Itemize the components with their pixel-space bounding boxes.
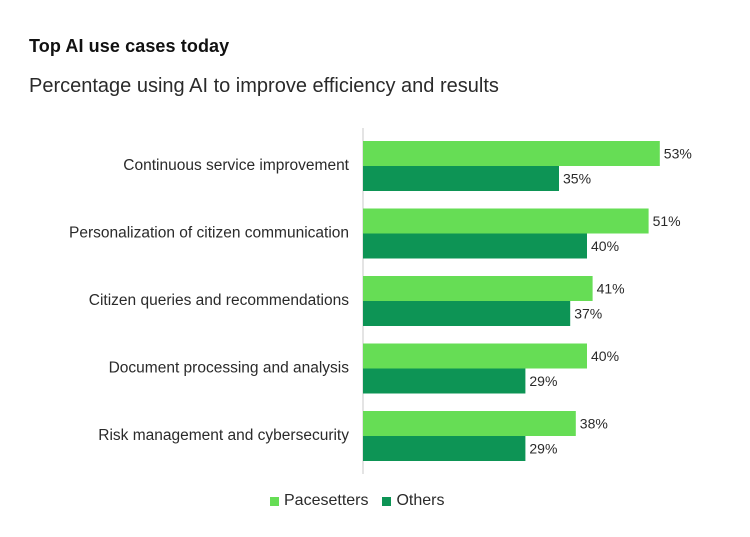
data-label-others: 29% [529, 441, 557, 457]
category-label: Personalization of citizen communication [69, 225, 349, 242]
data-label-pacesetters: 41% [597, 281, 625, 297]
bar-others [363, 368, 526, 394]
data-label-pacesetters: 51% [653, 213, 681, 229]
chart-title: Top AI use cases today [29, 36, 230, 56]
legend-label-pacesetters: Pacesetters [284, 492, 369, 509]
bar-pacesetters [363, 343, 587, 369]
category-label: Continuous service improvement [123, 157, 349, 174]
bar-pacesetters [363, 411, 576, 436]
bar-others [363, 166, 559, 191]
bar-others [363, 436, 526, 461]
data-label-others: 40% [591, 238, 619, 254]
bar-others [363, 301, 571, 326]
bar-pacesetters [363, 141, 660, 166]
legend-swatch-others [382, 496, 392, 506]
legend-label-others: Others [396, 492, 445, 509]
chart-subtitle: Percentage using AI to improve efficienc… [29, 75, 499, 97]
category-label: Risk management and cybersecurity [98, 427, 349, 444]
data-label-others: 35% [563, 171, 591, 187]
legend-swatch-pacesetters [270, 496, 279, 506]
data-label-pacesetters: 40% [591, 348, 619, 364]
legend: Pacesetters Others [270, 492, 459, 510]
data-label-pacesetters: 38% [580, 416, 608, 432]
data-label-others: 29% [529, 373, 557, 389]
legend-item-others: Others [382, 492, 445, 510]
legend-item-pacesetters: Pacesetters [270, 492, 368, 510]
data-label-pacesetters: 53% [664, 146, 692, 162]
category-label: Document processing and analysis [109, 360, 350, 377]
bar-others [363, 233, 587, 259]
category-label: Citizen queries and recommendations [89, 292, 349, 309]
bar-pacesetters [363, 276, 593, 301]
bar-pacesetters [363, 208, 649, 234]
data-label-others: 37% [574, 306, 602, 322]
